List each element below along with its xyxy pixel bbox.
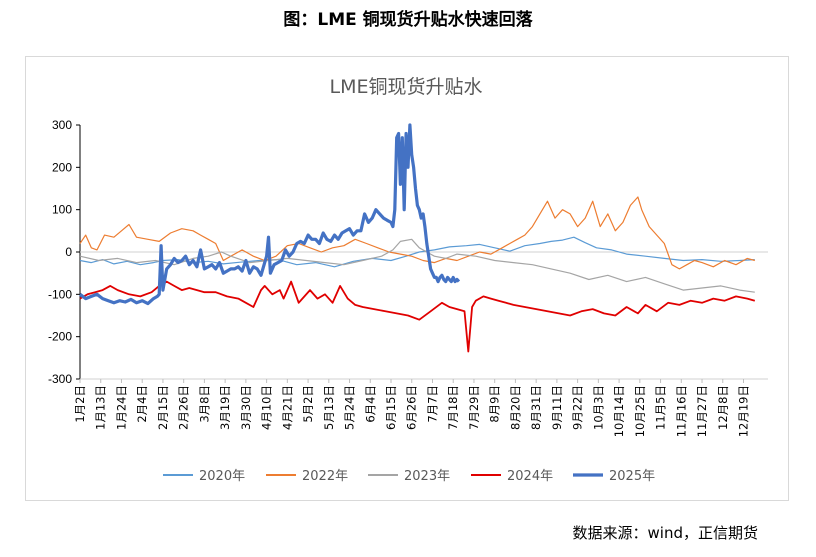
x-tick-label: 11月5日 <box>654 385 668 430</box>
x-tick-label: 6月15日 <box>384 385 398 430</box>
x-tick-label: 6月4日 <box>363 385 377 423</box>
axes: -300 -200 -100 0 100 200 300 1月2日 1月13日 1月24日 2月4日… <box>48 118 768 437</box>
x-tick-label: 11月27日 <box>695 385 709 437</box>
x-tick-label: 9月11日 <box>550 385 564 430</box>
x-tick-label: 7月18日 <box>446 385 460 430</box>
x-tick-label: 10月25日 <box>633 385 647 437</box>
x-tick-label: 5月13日 <box>322 385 336 430</box>
series-line-2020年 <box>79 236 755 268</box>
legend-label: 2024年 <box>507 469 553 484</box>
series-layer <box>79 123 756 353</box>
x-tick-label: 8月9日 <box>488 385 502 423</box>
chart-frame: LME铜现货升贴水 -300 -200 -100 0 100 200 300 1月2日 1月13… <box>25 56 789 501</box>
x-tick-label: 12月8日 <box>716 385 730 430</box>
x-tick-label: 10月14日 <box>612 385 626 437</box>
x-tick-label: 5月2日 <box>301 385 315 423</box>
x-tick-label: 1月13日 <box>94 385 108 430</box>
x-tick-label: 1月24日 <box>114 385 128 430</box>
x-tick-label: 11月16日 <box>674 385 688 437</box>
line-chart: LME铜现货升贴水 -300 -200 -100 0 100 200 300 1月2日 1月13… <box>48 76 768 484</box>
x-tick-label: 1月2日 <box>73 385 87 423</box>
x-tick-label: 6月26日 <box>405 385 419 430</box>
y-tick-label: -100 <box>48 287 72 301</box>
x-tick-label: 7月29日 <box>467 385 481 430</box>
x-tick-label: 4月21日 <box>280 385 294 430</box>
x-tick-label: 8月20日 <box>508 385 522 430</box>
y-tick-label: 200 <box>52 160 72 174</box>
series-line-2023年 <box>79 238 755 293</box>
x-tick-label: 2月4日 <box>135 385 149 423</box>
legend: 2020年 2022年 2023年 2024年 2025年 <box>163 469 655 484</box>
y-tick-label: -300 <box>48 372 72 386</box>
x-tick-label: 8月31日 <box>529 385 543 430</box>
y-tick-label: 0 <box>65 245 72 259</box>
legend-label: 2025年 <box>609 469 655 484</box>
x-tick-label: 12月19日 <box>736 385 750 437</box>
legend-label: 2022年 <box>302 469 348 484</box>
y-tick-label: 100 <box>52 203 72 217</box>
x-tick-label: 9月22日 <box>571 385 585 430</box>
x-tick-label: 2月15日 <box>156 385 170 430</box>
x-tick-label: 5月24日 <box>343 385 357 430</box>
x-tick-label: 10月3日 <box>591 385 605 430</box>
x-tick-label: 2月26日 <box>177 385 191 430</box>
chart-title: LME铜现货升贴水 <box>330 76 483 98</box>
figure-title: 图：LME 铜现货升贴水快速回落 <box>283 10 533 30</box>
x-tick-label: 3月8日 <box>197 385 211 423</box>
legend-label: 2020年 <box>199 469 245 484</box>
x-tick-label: 3月19日 <box>218 385 232 430</box>
legend-label: 2023年 <box>404 469 450 484</box>
series-line-2025年 <box>79 123 461 306</box>
series-line-2024年 <box>79 280 756 353</box>
y-tick-label: -200 <box>48 330 72 344</box>
x-tick-label: 4月10日 <box>260 385 274 430</box>
data-source-note: 数据来源：wind，正信期货 <box>572 524 758 542</box>
x-tick-label: 3月30日 <box>239 385 253 430</box>
x-tick-label: 7月7日 <box>425 385 439 423</box>
y-tick-label: 300 <box>52 118 72 132</box>
